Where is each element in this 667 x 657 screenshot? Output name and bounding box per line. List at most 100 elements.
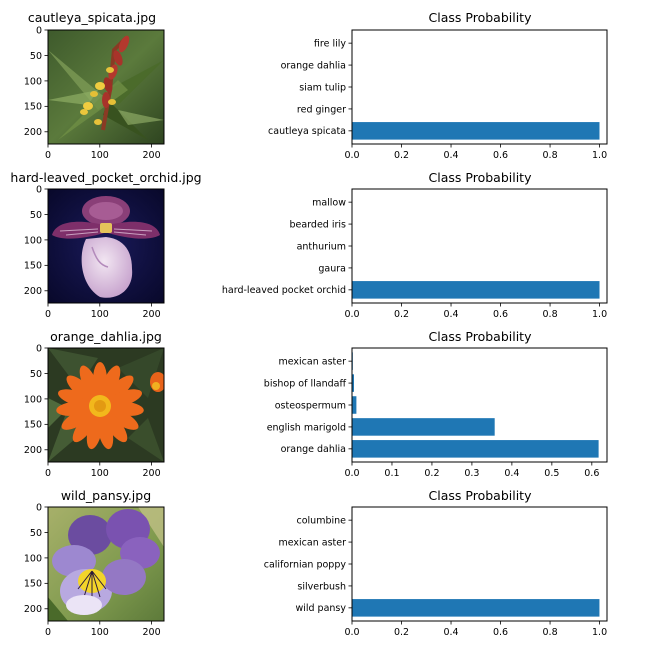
category-label: fire lily — [314, 39, 346, 50]
x-tick-label: 1.0 — [592, 150, 607, 161]
chart-title: Class Probability — [429, 170, 533, 185]
y-tick-label: 0 — [36, 25, 42, 36]
y-tick-label: 50 — [30, 528, 42, 539]
y-tick-label: 100 — [24, 553, 42, 564]
y-tick-label: 150 — [24, 579, 42, 590]
plot-frame — [351, 347, 608, 463]
category-label: cautleya spicata — [268, 126, 346, 137]
bar — [352, 418, 495, 436]
category-label: silverbush — [297, 581, 346, 592]
bar — [352, 396, 357, 414]
image-panel-cautleya: cautleya_spicata.jpg 0 100 200 0 50 100 150 200 — [24, 10, 165, 161]
image-axis-ticks: 0 100 200 0 50 100 150 200 — [24, 184, 161, 320]
x-tick-label: 0.4 — [443, 627, 458, 638]
x-tick-label: 0.2 — [394, 150, 409, 161]
x-tick-label: 0.2 — [394, 627, 409, 638]
bar — [352, 599, 600, 617]
x-tick-label: 0.8 — [543, 150, 558, 161]
x-tick-label: 100 — [91, 309, 109, 320]
chart-title: Class Probability — [429, 488, 533, 503]
pansy-photo — [48, 507, 164, 621]
y-tick-label: 200 — [24, 127, 42, 138]
bar — [352, 281, 600, 299]
y-tick-label: 100 — [24, 394, 42, 405]
category-label: siam tulip — [299, 82, 346, 93]
x-tick-label: 0.0 — [344, 468, 359, 479]
image-title: orange_dahlia.jpg — [50, 329, 162, 344]
y-tick-label: 50 — [30, 369, 42, 380]
x-tick-label: 0.5 — [544, 468, 559, 479]
x-tick-label: 200 — [143, 150, 161, 161]
x-tick-label: 200 — [143, 309, 161, 320]
x-tick-label: 100 — [91, 150, 109, 161]
x-tick-label: 0.4 — [443, 150, 458, 161]
image-axis-ticks: 0 100 200 0 50 100 150 200 — [24, 343, 161, 479]
y-tick-label: 0 — [36, 343, 42, 354]
y-tick-label: 0 — [36, 184, 42, 195]
category-label: gaura — [318, 263, 346, 274]
x-tick-label: 0.0 — [344, 309, 359, 320]
x-tick-label: 0.1 — [384, 468, 399, 479]
y-tick-label: 100 — [24, 76, 42, 87]
chart-title: Class Probability — [429, 10, 533, 25]
dahlia-photo — [48, 348, 164, 462]
category-label: english marigold — [267, 422, 346, 433]
x-tick-label: 0.2 — [394, 309, 409, 320]
y-tick-label: 200 — [24, 286, 42, 297]
category-label: red ginger — [297, 104, 346, 115]
x-tick-label: 0.4 — [443, 309, 458, 320]
image-title: cautleya_spicata.jpg — [28, 10, 156, 25]
x-tick-label: 0 — [45, 468, 51, 479]
image-title: wild_pansy.jpg — [61, 488, 151, 503]
x-tick-label: 0.8 — [543, 627, 558, 638]
y-tick-label: 150 — [24, 261, 42, 272]
x-tick-label: 0 — [45, 309, 51, 320]
x-tick-label: 0 — [45, 150, 51, 161]
category-label: orange dahlia — [281, 60, 346, 71]
bar-chart-cautleya: Class Probability cautleya spicata red gi… — [268, 10, 608, 161]
y-tick-label: 0 — [36, 502, 42, 513]
image-axis-ticks: 0 100 200 0 50 100 150 200 — [24, 502, 161, 638]
chart-title: Class Probability — [429, 329, 533, 344]
x-tick-label: 0.4 — [504, 468, 519, 479]
y-tick-label: 100 — [24, 235, 42, 246]
y-tick-label: 200 — [24, 445, 42, 456]
category-label: mexican aster — [278, 537, 346, 548]
bar — [352, 374, 354, 392]
x-tick-label: 200 — [143, 468, 161, 479]
image-panel-orchid: hard-leaved_pocket_orchid.jpg 0 100 200 0 50… — [10, 170, 201, 320]
category-label: hard-leaved pocket orchid — [222, 285, 346, 296]
x-tick-label: 0.6 — [493, 150, 508, 161]
y-tick-label: 150 — [24, 102, 42, 113]
bar-chart-dahlia: Class Probability orange dahlia english m… — [264, 329, 608, 479]
category-label: anthurium — [297, 241, 346, 252]
y-tick-label: 150 — [24, 420, 42, 431]
category-label: bishop of llandaff — [264, 378, 347, 389]
x-tick-label: 0.3 — [464, 468, 479, 479]
category-label: mexican aster — [278, 357, 346, 368]
bar — [352, 122, 600, 140]
x-tick-label: 1.0 — [592, 309, 607, 320]
y-tick-label: 50 — [30, 51, 42, 62]
bar — [352, 440, 599, 458]
bar-chart-orchid: Class Probability hard-leaved pocket orc… — [222, 170, 608, 320]
category-label: mallow — [312, 198, 346, 209]
category-label: columbine — [297, 516, 347, 527]
y-tick-label: 200 — [24, 604, 42, 615]
category-label: osteospermum — [275, 400, 346, 411]
image-panel-pansy: wild_pansy.jpg 0 100 200 0 50 100 150 200 — [24, 488, 165, 638]
category-label: bearded iris — [290, 219, 347, 230]
image-title: hard-leaved_pocket_orchid.jpg — [10, 170, 201, 185]
x-tick-label: 0.0 — [344, 627, 359, 638]
plot-frame — [351, 188, 608, 304]
x-tick-label: 0.2 — [424, 468, 439, 479]
x-tick-label: 0.8 — [543, 309, 558, 320]
x-tick-label: 100 — [91, 468, 109, 479]
x-tick-label: 1.0 — [592, 627, 607, 638]
orchid-photo — [48, 189, 164, 303]
category-label: orange dahlia — [281, 444, 346, 455]
y-tick-label: 50 — [30, 210, 42, 221]
bar-chart-pansy: Class Probability wild pansy silverbush ca… — [264, 488, 608, 638]
x-tick-label: 0.6 — [493, 309, 508, 320]
